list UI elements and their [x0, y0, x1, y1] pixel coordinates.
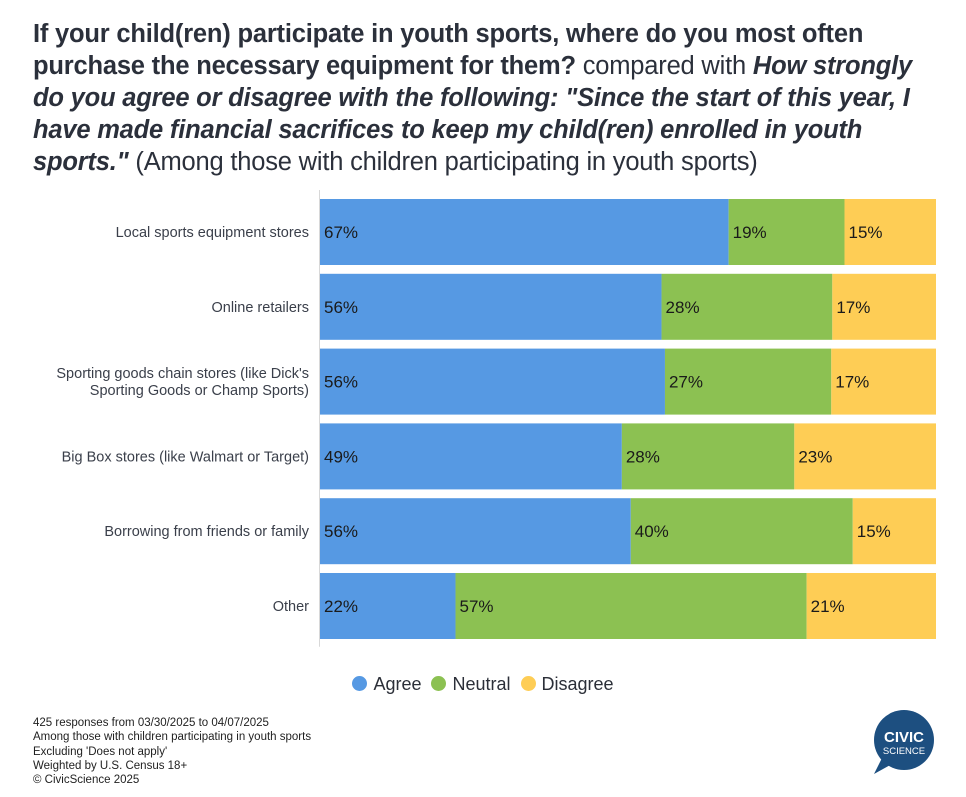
- bar-segment-agree: [320, 273, 662, 340]
- legend-item-agree[interactable]: Agree: [352, 674, 421, 695]
- bar-segment-agree: [320, 573, 456, 639]
- bar-segment-disagree: [852, 498, 936, 565]
- bar-segment-neutral: [664, 348, 832, 415]
- bar-segment-agree: [320, 498, 631, 565]
- bar-segment-disagree: [831, 348, 936, 415]
- data-label-agree: 67%: [324, 223, 358, 242]
- legend-item-disagree[interactable]: Disagree: [520, 674, 614, 695]
- data-label-neutral: 40%: [635, 522, 669, 541]
- title-question-1: If your child(ren) participate in youth …: [33, 20, 864, 80]
- legend: Agree Neutral Disagree: [0, 674, 966, 695]
- logo-text-civic: CIVIC: [884, 729, 924, 746]
- data-label-disagree: 21%: [811, 597, 845, 616]
- bar-row: Sporting goods chain stores (like Dick's…: [56, 348, 936, 415]
- bar-segment-disagree: [806, 573, 936, 639]
- footer-line-copyright: © CivicScience 2025: [33, 774, 140, 787]
- legend-label: Neutral: [452, 674, 511, 694]
- title-population: (Among those with children participating…: [135, 148, 758, 176]
- category-label: Online retailers: [211, 300, 309, 316]
- bar-segment-neutral: [630, 498, 853, 565]
- legend-dot-icon: [431, 676, 447, 691]
- footer-line-weighting: Weighted by U.S. Census 18+: [33, 759, 188, 772]
- logo-text-science: SCIENCE: [883, 746, 925, 757]
- bar-row: Local sports equipment stores 67% 19% 15%: [116, 199, 936, 265]
- data-label-disagree: 15%: [849, 223, 883, 242]
- chart-title: If your child(ren) participate in youth …: [33, 18, 938, 178]
- legend-item-neutral[interactable]: Neutral: [431, 674, 511, 695]
- footer-notes: 425 responses from 03/30/2025 to 04/07/2…: [33, 716, 311, 787]
- legend-dot-icon: [352, 676, 368, 691]
- legend-dot-icon: [520, 676, 536, 691]
- footer-line-responses: 425 responses from 03/30/2025 to 04/07/2…: [33, 717, 269, 729]
- category-label: Borrowing from friends or family: [104, 524, 309, 540]
- bar-segment-disagree: [794, 423, 936, 490]
- category-label: Local sports equipment stores: [116, 225, 309, 241]
- data-label-agree: 49%: [324, 447, 358, 466]
- data-label-agree: 56%: [324, 373, 358, 392]
- data-label-neutral: 28%: [666, 298, 700, 317]
- data-label-neutral: 57%: [460, 597, 494, 616]
- footer-line-excluding: Excluding 'Does not apply': [33, 745, 168, 758]
- data-label-disagree: 17%: [836, 298, 870, 317]
- legend-label: Disagree: [541, 674, 614, 694]
- bar-segment-neutral: [455, 573, 807, 639]
- data-label-disagree: 17%: [835, 373, 869, 392]
- logo-bubble-icon: [874, 710, 934, 770]
- data-label-neutral: 28%: [626, 447, 660, 466]
- bar-row: Online retailers 56% 28% 17%: [211, 273, 936, 340]
- bar-segment-agree: [320, 423, 622, 490]
- data-label-neutral: 27%: [669, 373, 703, 392]
- title-connector: compared with: [582, 52, 746, 80]
- bar-segment-disagree: [844, 199, 936, 265]
- logo-bubble-tail-icon: [874, 758, 892, 774]
- data-label-agree: 56%: [324, 522, 358, 541]
- bar-segment-neutral: [621, 423, 795, 490]
- bar-row: Other 22% 57% 21%: [273, 573, 936, 639]
- bar-segment-neutral: [661, 273, 833, 340]
- bar-segment-disagree: [832, 273, 936, 340]
- data-label-neutral: 19%: [733, 223, 767, 242]
- data-label-agree: 56%: [324, 298, 358, 317]
- data-label-disagree: 15%: [857, 522, 891, 541]
- data-label-disagree: 23%: [798, 447, 832, 466]
- title-question-2: How strongly do you agree or disagree wi…: [33, 52, 912, 176]
- bar-segment-neutral: [728, 199, 845, 265]
- legend-label: Agree: [373, 674, 422, 694]
- bar-segment-agree: [320, 348, 665, 415]
- category-label: Other: [273, 599, 309, 615]
- bar-segment-agree: [320, 199, 729, 265]
- civicscience-logo: CIVIC SCIENCE: [874, 710, 934, 774]
- bar-row: Borrowing from friends or family 56% 40% 15…: [104, 498, 936, 565]
- category-label: Sporting goods chain stores (like Dick's…: [56, 366, 309, 399]
- category-label: Big Box stores (like Walmart or Target): [62, 449, 309, 465]
- footer-line-population: Among those with children participating …: [33, 731, 312, 744]
- bar-row: Big Box stores (like Walmart or Target) 4…: [62, 423, 936, 490]
- data-label-agree: 22%: [324, 597, 358, 616]
- stacked-bar-chart: Local sports equipment stores 67% 19% 15% On…: [56, 190, 936, 647]
